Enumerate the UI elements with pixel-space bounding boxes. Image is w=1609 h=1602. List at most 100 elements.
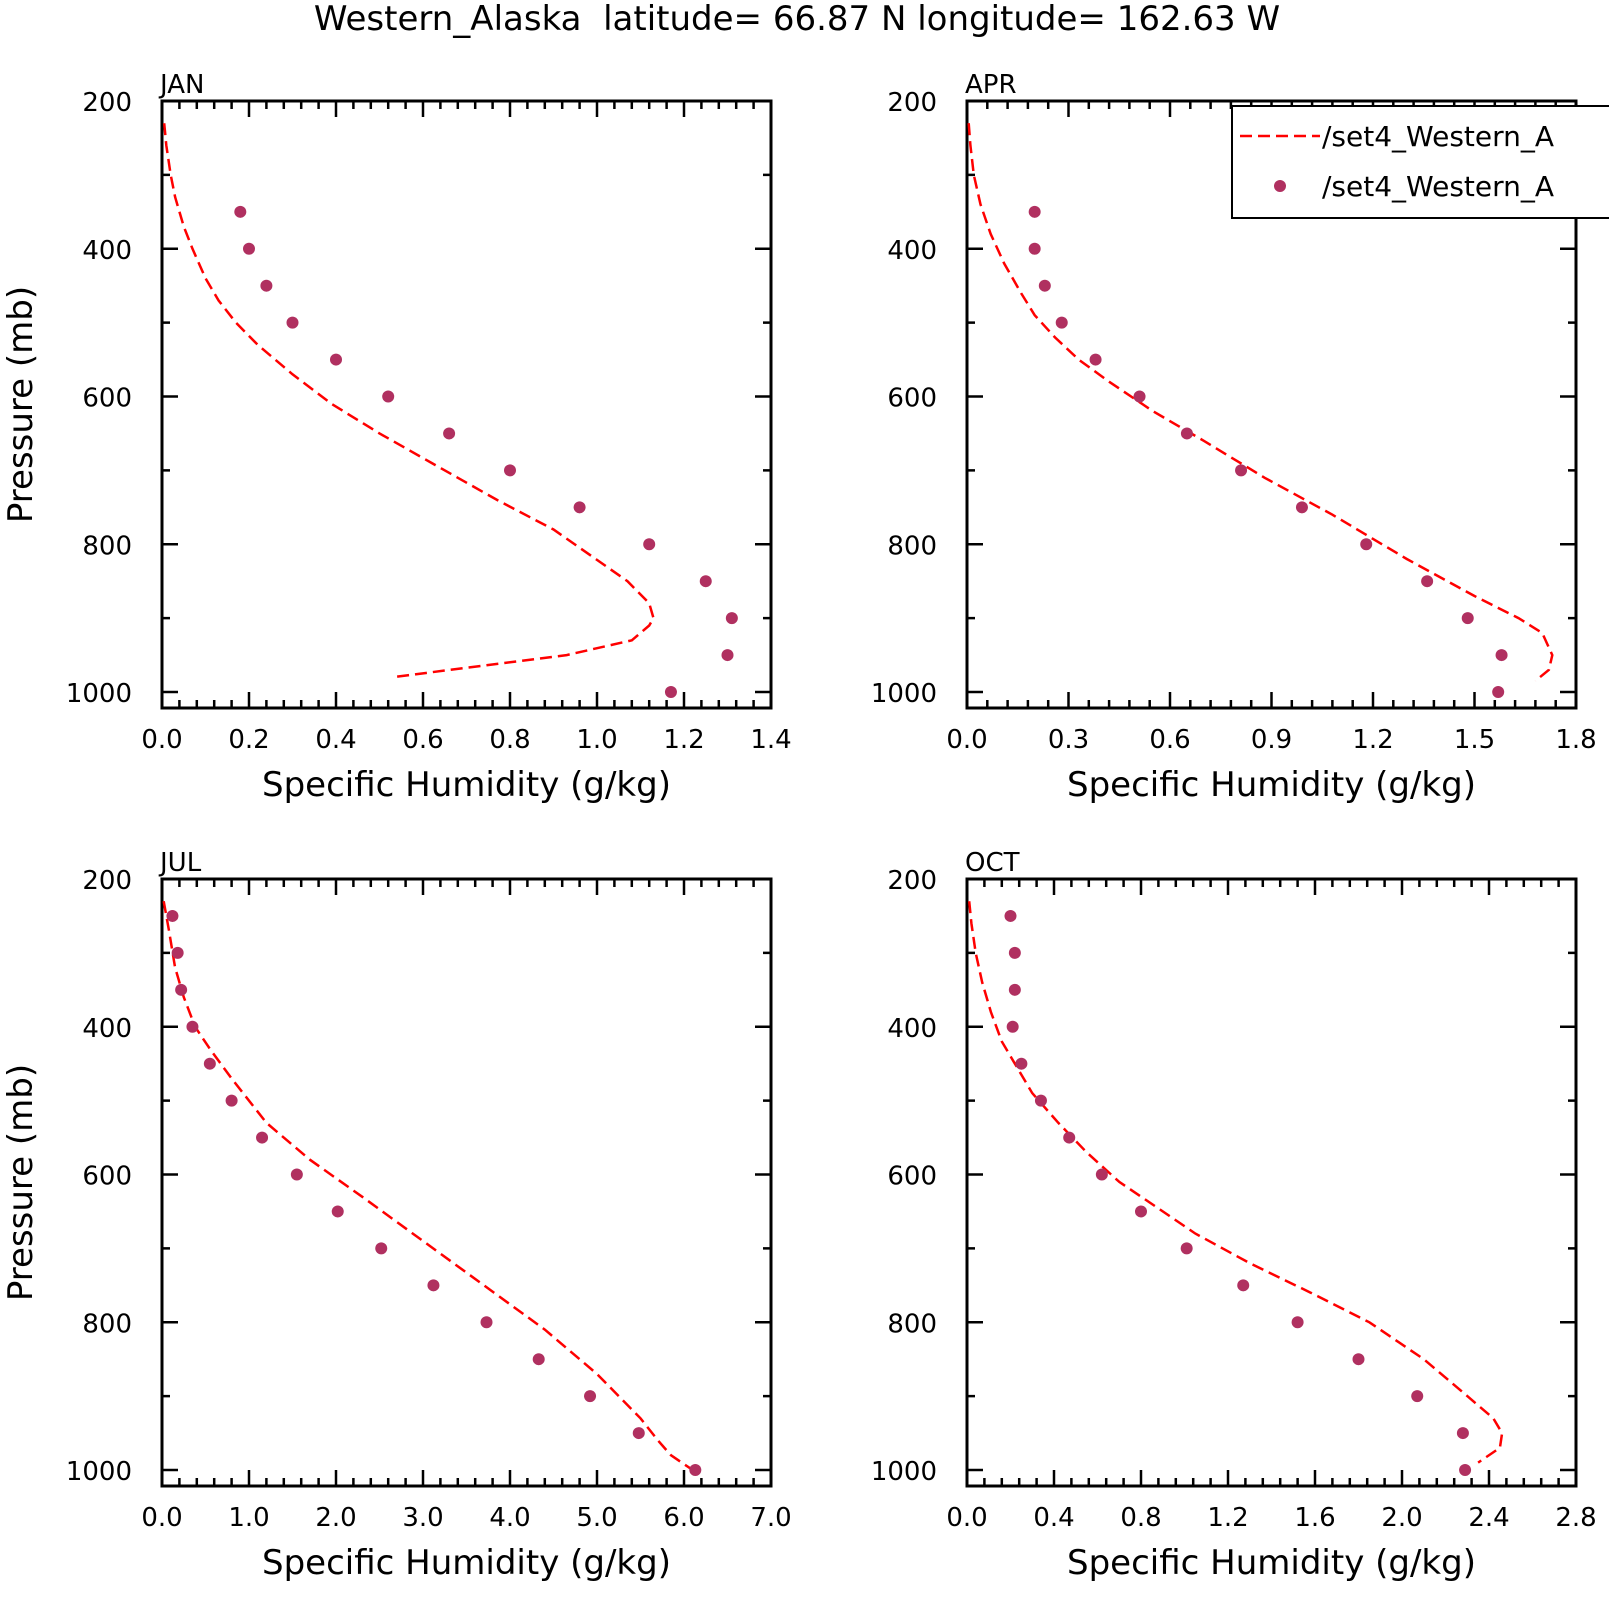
obs-point (1008, 946, 1021, 959)
plot-frame (160, 877, 773, 1488)
model-profile-line (967, 123, 1554, 682)
x-tick-label: 0.8 (1120, 1503, 1161, 1533)
x-tick-label: 6.0 (663, 1503, 704, 1533)
x-tick-label: 0.0 (141, 725, 182, 755)
obs-point (1006, 1020, 1019, 1033)
legend-box (1231, 105, 1609, 219)
obs-point (1055, 316, 1068, 329)
y-tick-label: 200 (82, 866, 132, 896)
x-tick-label: 4.0 (489, 1503, 530, 1533)
obs-point (171, 946, 184, 959)
model-profile-line (967, 901, 1504, 1464)
x-tick-label: 2.0 (1381, 1503, 1422, 1533)
model-profile-line (162, 900, 694, 1472)
obs-point (1063, 1131, 1076, 1144)
plot-frame (160, 99, 773, 710)
y-tick-label: 600 (887, 1162, 937, 1192)
obs-point (203, 1057, 216, 1070)
x-axis-label: Specific Humidity (g/kg) (1067, 765, 1476, 805)
obs-point (166, 909, 179, 922)
y-axis-label: Pressure (mb) (1, 286, 41, 523)
x-tick-label: 1.0 (576, 725, 617, 755)
model-profile-line (162, 123, 655, 679)
y-tick-label: 600 (82, 384, 132, 414)
obs-point (1028, 205, 1041, 218)
obs-point (689, 1464, 702, 1476)
obs-point (382, 390, 395, 403)
obs-point (175, 983, 188, 996)
legend-label: /set4_Western_A (1322, 120, 1554, 153)
panel-oct: 0.0 0.4 0.8 1.2 1.6 2.0 2.4 2.8 200 400 600 800 1000… (871, 848, 1597, 1583)
obs-point (1180, 427, 1193, 440)
obs-point (260, 279, 273, 292)
x-tick-label: 0.0 (946, 725, 987, 755)
figure-title: Western_Alaska latitude= 66.87 N longitu… (314, 0, 1280, 39)
x-axis-label: Specific Humidity (g/kg) (262, 765, 671, 805)
obs-point (330, 353, 342, 366)
x-tick-label: 1.6 (1294, 1503, 1335, 1533)
obs-point (504, 464, 516, 477)
obs-point (573, 501, 586, 514)
panels: 0.0 0.2 0.4 0.6 0.8 1.0 1.2 1.4 200 400 600 800 1000… (1, 70, 1597, 1583)
obs-point (1089, 353, 1102, 366)
obs-point (286, 316, 299, 329)
obs-point (1028, 242, 1041, 255)
x-tick-label: 1.5 (1454, 725, 1495, 755)
y-tick-label: 200 (887, 88, 937, 118)
panel-jul: 0.0 1.0 2.0 3.0 4.0 5.0 6.0 7.0 200 400 600 800 1000… (1, 848, 792, 1583)
obs-point (480, 1316, 493, 1329)
obs-point (1456, 1427, 1469, 1440)
y-tick-label: 800 (82, 531, 132, 561)
panel-label: JUL (158, 848, 202, 878)
y-tick-label: 1000 (871, 1457, 937, 1487)
y-tick-label: 1000 (871, 679, 937, 709)
x-tick-label: 3.0 (402, 1503, 443, 1533)
obs-point (643, 538, 656, 551)
x-tick-label: 1.8 (1555, 725, 1596, 755)
x-tick-label: 2.8 (1555, 1503, 1596, 1533)
obs-point (256, 1131, 269, 1144)
y-tick-label: 800 (887, 1309, 937, 1339)
x-tick-label: 7.0 (750, 1503, 791, 1533)
obs-point (1004, 909, 1017, 922)
legend-marker-swatch (1274, 180, 1286, 192)
obs-point (1461, 612, 1474, 625)
y-tick-label: 400 (82, 1014, 132, 1044)
obs-point (584, 1390, 597, 1403)
x-tick-label: 0.6 (402, 725, 443, 755)
obs-point (1135, 1205, 1147, 1218)
obs-point (632, 1427, 645, 1440)
obs-point (427, 1279, 440, 1292)
obs-point (234, 205, 247, 218)
obs-point (1459, 1464, 1472, 1476)
obs-point (664, 686, 677, 698)
obs-point (699, 575, 712, 588)
obs-point (1492, 686, 1505, 698)
y-tick-label: 800 (82, 1309, 132, 1339)
x-tick-label: 0.0 (141, 1503, 182, 1533)
x-tick-label: 0.0 (946, 1503, 987, 1533)
y-tick-label: 400 (82, 236, 132, 266)
obs-point (1291, 1316, 1304, 1329)
obs-point (331, 1205, 344, 1218)
x-tick-label: 0.4 (1033, 1503, 1074, 1533)
obs-point (1421, 575, 1434, 588)
y-tick-label: 1000 (66, 1457, 132, 1487)
obs-point (1034, 1094, 1047, 1107)
obs-point (1411, 1390, 1424, 1403)
obs-point (1095, 1168, 1108, 1181)
x-tick-label: 0.4 (315, 725, 356, 755)
panel-label: APR (965, 70, 1017, 100)
obs-point (375, 1242, 388, 1255)
obs-point (1015, 1057, 1028, 1070)
obs-point (243, 242, 255, 255)
y-tick-label: 800 (887, 531, 937, 561)
y-tick-label: 200 (887, 866, 937, 896)
obs-point (1295, 501, 1308, 514)
panel-label: OCT (965, 848, 1020, 878)
panel-jan: 0.0 0.2 0.4 0.6 0.8 1.0 1.2 1.4 200 400 600 800 1000… (1, 70, 792, 805)
y-tick-label: 600 (82, 1162, 132, 1192)
x-tick-label: 1.2 (1207, 1503, 1248, 1533)
x-tick-label: 0.2 (228, 725, 269, 755)
